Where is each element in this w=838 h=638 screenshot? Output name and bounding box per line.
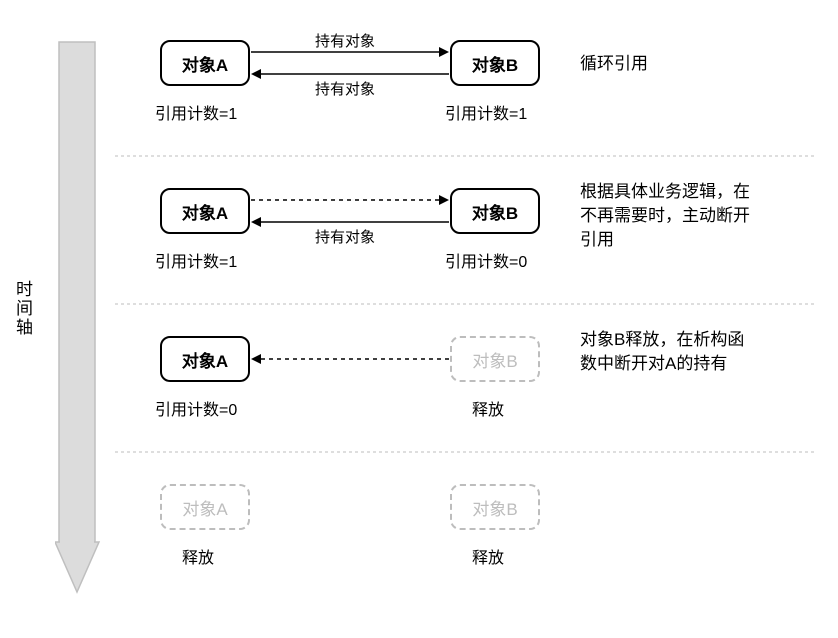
object-a-node: 对象A xyxy=(160,188,250,234)
object-b-node: 对象B xyxy=(450,484,540,530)
object-a-caption: 释放 xyxy=(182,544,214,568)
object-b-node: 对象B xyxy=(450,336,540,382)
object-b-caption: 引用计数=0 xyxy=(445,248,527,272)
object-a-node: 对象A xyxy=(160,40,250,86)
object-b-node: 对象B xyxy=(450,188,540,234)
stage: 对象A引用计数=1对象B引用计数=1循环引用持有对象持有对象 xyxy=(115,40,838,180)
arrow-label: 持有对象 xyxy=(315,78,375,99)
object-a-caption: 引用计数=1 xyxy=(155,248,237,272)
arrow-label: 持有对象 xyxy=(315,30,375,51)
object-b-caption: 引用计数=1 xyxy=(445,100,527,124)
stage: 对象A 释放 对象B 释放 xyxy=(115,484,838,624)
object-b-caption: 释放 xyxy=(472,396,504,420)
object-a-caption: 引用计数=0 xyxy=(155,396,237,420)
object-a-caption: 引用计数=1 xyxy=(155,100,237,124)
object-b-caption: 释放 xyxy=(472,544,504,568)
stage-annotation: 对象B释放，在析构函数中断开对A的持有 xyxy=(580,328,760,376)
timeline-arrow xyxy=(55,40,101,595)
object-b-node: 对象B xyxy=(450,40,540,86)
stage: 对象A引用计数=0对象B释放对象B释放，在析构函数中断开对A的持有 xyxy=(115,336,838,476)
arrow-b-to-a xyxy=(250,352,452,366)
stage-annotation: 循环引用 xyxy=(580,52,760,76)
object-a-node: 对象A xyxy=(160,336,250,382)
arrow-label: 持有对象 xyxy=(315,226,375,247)
timeline-axis-label: 时间轴 xyxy=(10,280,35,337)
stage: 对象A引用计数=1对象B引用计数=0根据具体业务逻辑，在不再需要时，主动断开引用… xyxy=(115,188,838,328)
arrow-a-to-b xyxy=(250,193,452,207)
object-a-node: 对象A xyxy=(160,484,250,530)
stage-annotation: 根据具体业务逻辑，在不再需要时，主动断开引用 xyxy=(580,180,760,251)
